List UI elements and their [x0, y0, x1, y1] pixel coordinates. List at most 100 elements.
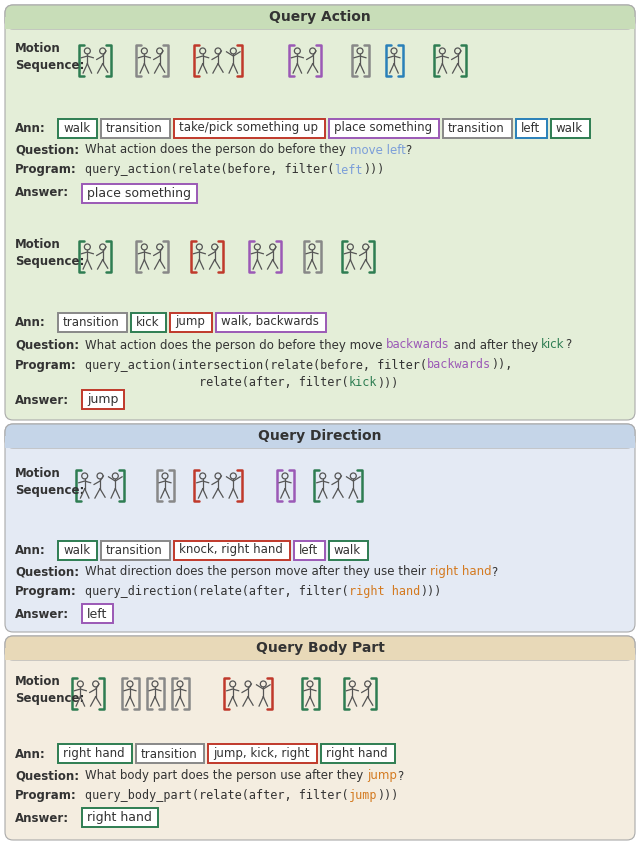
FancyBboxPatch shape — [101, 118, 170, 138]
FancyBboxPatch shape — [329, 118, 439, 138]
Text: ?: ? — [565, 338, 571, 351]
Text: ?: ? — [492, 565, 498, 578]
FancyBboxPatch shape — [131, 312, 166, 332]
Text: Answer:: Answer: — [15, 608, 69, 620]
Text: transition: transition — [448, 122, 505, 134]
Text: relate(after, filter(: relate(after, filter( — [85, 376, 349, 389]
Text: Program:: Program: — [15, 359, 77, 371]
FancyBboxPatch shape — [101, 540, 170, 560]
FancyBboxPatch shape — [443, 118, 512, 138]
Text: query_action(relate(before, filter(: query_action(relate(before, filter( — [85, 164, 334, 176]
Text: Answer:: Answer: — [15, 187, 69, 199]
Text: right hand: right hand — [63, 748, 125, 760]
FancyBboxPatch shape — [58, 312, 127, 332]
Text: jump: jump — [87, 393, 118, 407]
Text: ?: ? — [397, 770, 403, 782]
Text: Ann:: Ann: — [15, 544, 45, 556]
Text: left: left — [87, 608, 108, 620]
Text: Question:: Question: — [15, 338, 79, 351]
Text: place something: place something — [87, 187, 191, 199]
Text: Ann:: Ann: — [15, 316, 45, 328]
FancyBboxPatch shape — [82, 391, 124, 409]
Text: query_direction(relate(after, filter(: query_direction(relate(after, filter( — [85, 586, 349, 598]
Text: kick: kick — [136, 316, 159, 328]
FancyBboxPatch shape — [58, 118, 97, 138]
Text: take/pick something up: take/pick something up — [179, 122, 318, 134]
FancyBboxPatch shape — [216, 312, 326, 332]
Text: query_action(intersection(relate(before, filter(: query_action(intersection(relate(before,… — [85, 359, 427, 371]
FancyBboxPatch shape — [58, 744, 132, 764]
Text: knock, right hand: knock, right hand — [179, 544, 283, 556]
FancyBboxPatch shape — [58, 540, 97, 560]
Text: ))): ))) — [363, 164, 384, 176]
Bar — [5, 648, 635, 660]
Text: What body part does the person use after they: What body part does the person use after… — [85, 770, 367, 782]
Text: Query Body Part: Query Body Part — [255, 641, 385, 655]
Text: transition: transition — [63, 316, 120, 328]
Text: Program:: Program: — [15, 164, 77, 176]
Text: kick: kick — [541, 338, 565, 351]
Text: transition: transition — [106, 122, 163, 134]
Text: right hand: right hand — [349, 586, 420, 598]
Text: jump: jump — [367, 770, 397, 782]
Text: backwards: backwards — [387, 338, 449, 351]
Text: Answer:: Answer: — [15, 393, 69, 407]
FancyBboxPatch shape — [5, 424, 635, 632]
Text: What action does the person do before they: What action does the person do before th… — [85, 143, 349, 156]
Text: kick: kick — [349, 376, 377, 389]
Text: Program:: Program: — [15, 789, 77, 803]
Text: Question:: Question: — [15, 565, 79, 578]
Text: ))): ))) — [420, 586, 441, 598]
Text: transition: transition — [141, 748, 197, 760]
Text: ?: ? — [406, 143, 412, 156]
Text: Question:: Question: — [15, 770, 79, 782]
Text: jump: jump — [349, 789, 377, 803]
Text: walk, backwards: walk, backwards — [221, 316, 319, 328]
FancyBboxPatch shape — [5, 424, 635, 448]
Text: right hand: right hand — [87, 811, 152, 825]
Text: Ann:: Ann: — [15, 122, 45, 134]
Text: move left: move left — [349, 143, 406, 156]
FancyBboxPatch shape — [551, 118, 590, 138]
Text: walk: walk — [63, 122, 90, 134]
Text: right hand: right hand — [326, 748, 387, 760]
Text: What direction does the person move after they use their: What direction does the person move afte… — [85, 565, 430, 578]
Text: Query Action: Query Action — [269, 10, 371, 24]
FancyBboxPatch shape — [5, 636, 635, 840]
Text: Program:: Program: — [15, 586, 77, 598]
FancyBboxPatch shape — [82, 183, 197, 203]
Text: ))): ))) — [377, 789, 399, 803]
FancyBboxPatch shape — [82, 809, 158, 827]
Bar — [5, 17, 635, 29]
Text: Motion
Sequence:: Motion Sequence: — [15, 42, 84, 72]
Text: Motion
Sequence:: Motion Sequence: — [15, 238, 84, 268]
FancyBboxPatch shape — [174, 540, 290, 560]
Text: jump, kick, right: jump, kick, right — [213, 748, 310, 760]
Text: walk: walk — [556, 122, 583, 134]
Text: Question:: Question: — [15, 143, 79, 156]
FancyBboxPatch shape — [5, 5, 635, 420]
FancyBboxPatch shape — [5, 636, 635, 660]
FancyBboxPatch shape — [5, 5, 635, 29]
FancyBboxPatch shape — [209, 744, 317, 764]
Text: backwards: backwards — [427, 359, 491, 371]
Text: transition: transition — [106, 544, 163, 556]
Text: walk: walk — [334, 544, 361, 556]
Text: right hand: right hand — [430, 565, 492, 578]
FancyBboxPatch shape — [329, 540, 368, 560]
Text: ))): ))) — [377, 376, 399, 389]
Text: left: left — [334, 164, 363, 176]
FancyBboxPatch shape — [294, 540, 325, 560]
Text: jump: jump — [175, 316, 205, 328]
FancyBboxPatch shape — [516, 118, 547, 138]
FancyBboxPatch shape — [174, 118, 325, 138]
Text: and after they: and after they — [449, 338, 541, 351]
Text: Ann:: Ann: — [15, 748, 45, 760]
FancyBboxPatch shape — [321, 744, 394, 764]
Text: left: left — [299, 544, 318, 556]
Text: Query Direction: Query Direction — [259, 429, 381, 443]
FancyBboxPatch shape — [136, 744, 204, 764]
Text: Motion
Sequence:: Motion Sequence: — [15, 467, 84, 497]
Text: walk: walk — [63, 544, 90, 556]
Text: query_body_part(relate(after, filter(: query_body_part(relate(after, filter( — [85, 789, 349, 803]
